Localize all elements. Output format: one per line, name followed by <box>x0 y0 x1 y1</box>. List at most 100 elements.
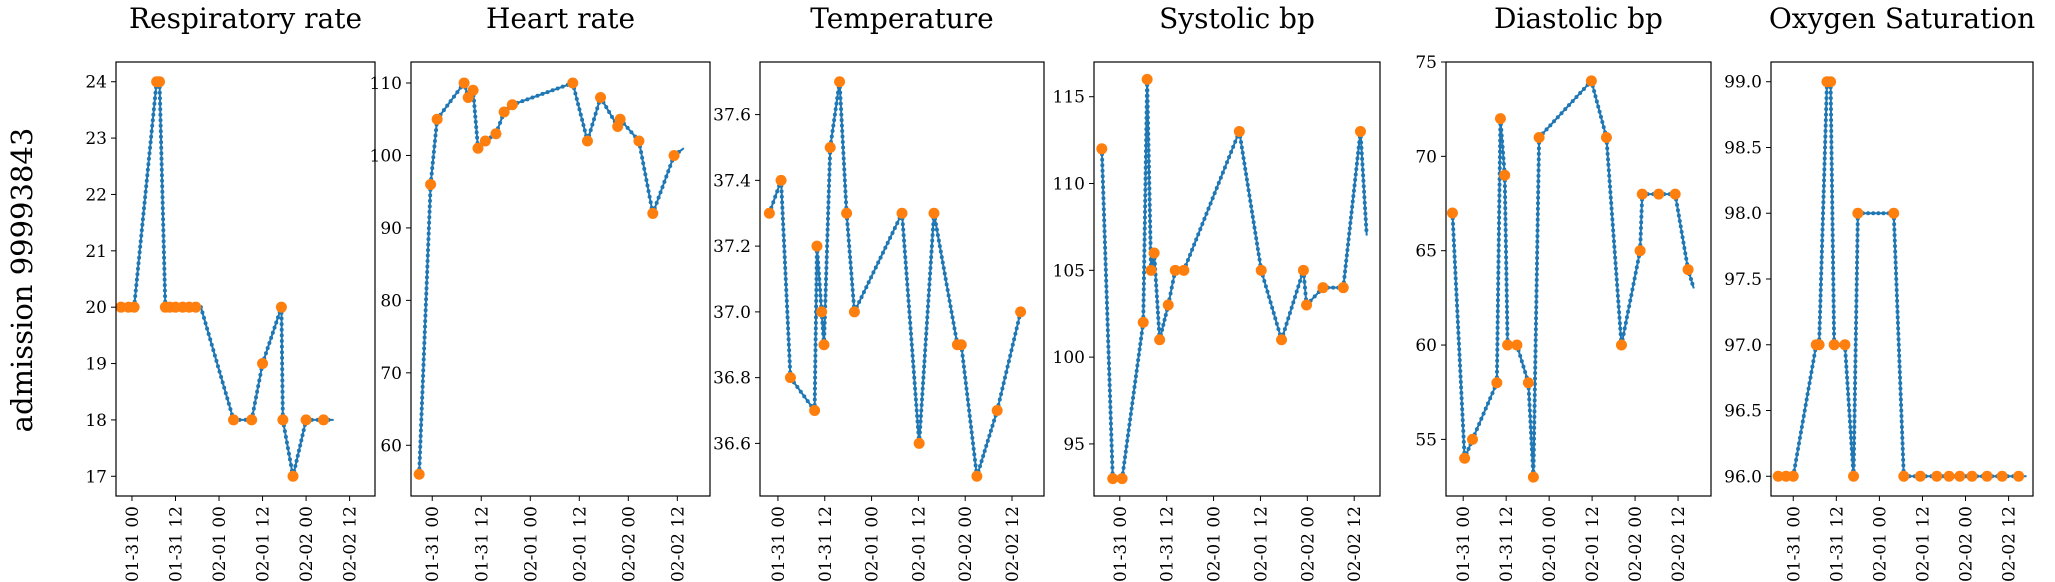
interpolated-point <box>973 463 978 468</box>
interpolated-point <box>1142 254 1147 259</box>
observed-point <box>567 77 579 89</box>
interpolated-point <box>1362 189 1367 194</box>
interpolated-point <box>1125 433 1130 438</box>
interpolated-point <box>420 379 425 384</box>
interpolated-point <box>160 206 165 211</box>
interpolated-point <box>1282 327 1287 332</box>
axes-frame <box>410 61 711 497</box>
interpolated-point <box>160 200 165 205</box>
interpolated-point <box>1128 417 1133 422</box>
observed-point <box>1527 471 1539 483</box>
x-tick-label: 02-01 12 <box>1251 506 1271 582</box>
observed-point <box>1116 473 1128 485</box>
interpolated-point <box>1142 215 1147 220</box>
interpolated-point <box>818 287 823 292</box>
observed-point <box>425 178 437 190</box>
interpolated-point <box>1109 438 1114 443</box>
interpolated-point <box>824 255 829 260</box>
interpolated-point <box>1536 151 1541 156</box>
interpolated-point <box>1605 151 1610 156</box>
interpolated-point <box>1495 364 1500 369</box>
interpolated-point <box>1147 181 1152 186</box>
interpolated-point <box>1897 353 1902 358</box>
interpolated-point <box>946 293 951 298</box>
interpolated-point <box>1613 255 1618 260</box>
interpolated-point <box>1892 227 1897 232</box>
interpolated-point <box>160 184 165 189</box>
interpolated-point <box>1107 366 1112 371</box>
interpolated-point <box>1532 436 1537 441</box>
interpolated-point <box>1239 140 1244 145</box>
interpolated-point <box>1566 103 1571 108</box>
interpolated-point <box>1852 392 1857 397</box>
interpolated-point <box>1534 305 1539 310</box>
interpolated-point <box>1497 155 1502 160</box>
interpolated-point <box>280 361 285 366</box>
interpolated-point <box>149 134 154 139</box>
observed-point <box>763 207 775 219</box>
interpolated-point <box>1344 258 1349 263</box>
interpolated-point <box>203 321 208 326</box>
interpolated-point <box>1901 463 1906 468</box>
interpolated-point <box>1638 237 1643 242</box>
interpolated-point <box>904 266 909 271</box>
interpolated-point <box>1823 145 1828 150</box>
chart-title: Diastolic bp <box>1494 2 1663 35</box>
interpolated-point <box>1802 408 1807 413</box>
interpolated-point <box>1613 266 1618 271</box>
interpolated-point <box>1808 375 1813 380</box>
interpolated-point <box>1831 298 1836 303</box>
interpolated-point <box>908 326 913 331</box>
observed-point <box>154 76 166 88</box>
observed-point <box>1636 188 1648 200</box>
interpolated-point <box>1204 211 1209 216</box>
interpolated-point <box>1015 320 1020 325</box>
interpolated-point <box>1824 107 1829 112</box>
observed-point <box>581 135 593 147</box>
interpolated-point <box>293 464 298 469</box>
interpolated-point <box>1844 364 1849 369</box>
interpolated-point <box>818 293 823 298</box>
interpolated-point <box>158 134 163 139</box>
interpolated-point <box>1630 287 1635 292</box>
interpolated-point <box>160 211 165 216</box>
interpolated-point <box>1006 359 1011 364</box>
interpolated-point <box>826 200 831 205</box>
interpolated-point <box>1148 219 1153 224</box>
interpolated-point <box>270 330 275 335</box>
interpolated-point <box>1526 391 1531 396</box>
interpolated-point <box>424 280 429 285</box>
interpolated-point <box>904 277 909 281</box>
y-tick-label: 96.5 <box>1724 402 1762 422</box>
interpolated-point <box>1168 291 1173 296</box>
interpolated-point <box>639 150 644 155</box>
interpolated-point <box>1504 288 1509 293</box>
interpolated-point <box>827 167 832 172</box>
interpolated-point <box>1676 213 1681 218</box>
interpolated-point <box>1273 316 1278 321</box>
interpolated-point <box>1617 321 1622 326</box>
interpolated-point <box>827 172 832 177</box>
interpolated-point <box>582 128 587 133</box>
interpolated-point <box>1102 240 1107 245</box>
interpolated-point <box>1109 427 1114 432</box>
observed-point <box>1494 113 1506 125</box>
interpolated-point <box>1822 150 1827 155</box>
interpolated-point <box>934 227 939 232</box>
interpolated-point <box>1898 375 1903 380</box>
interpolated-point <box>1894 271 1899 276</box>
interpolated-point <box>136 261 141 266</box>
interpolated-point <box>1675 208 1680 213</box>
interpolated-point <box>967 413 972 418</box>
interpolated-point <box>827 156 832 161</box>
interpolated-point <box>1820 238 1825 243</box>
interpolated-point <box>1822 167 1827 172</box>
interpolated-point <box>857 300 862 305</box>
interpolated-point <box>1160 327 1165 332</box>
interpolated-point <box>1820 244 1825 249</box>
interpolated-point <box>1504 277 1509 282</box>
interpolated-point <box>1821 205 1826 210</box>
interpolated-point <box>1594 99 1599 104</box>
interpolated-point <box>1145 110 1150 115</box>
